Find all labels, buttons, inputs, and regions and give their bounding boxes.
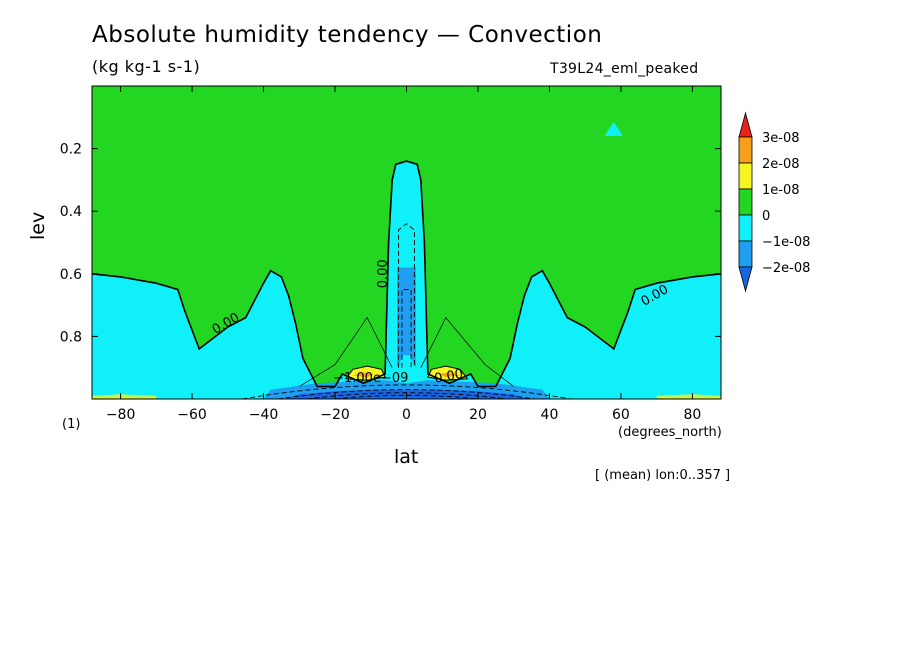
- colorbar-label: 1e-08: [762, 183, 800, 198]
- colorbar-label: −1e-08: [762, 235, 810, 250]
- dashed-contour-2: [401, 289, 412, 368]
- contour-label-2: 0.00: [376, 259, 391, 288]
- colorbar-label: −2e-08: [762, 261, 810, 276]
- contour-label-4: −1.00e−09: [333, 371, 408, 386]
- marker-triangle: [604, 121, 623, 136]
- y-tick-label: 0.8: [60, 329, 82, 345]
- minus-1e08-column: [397, 267, 416, 368]
- x-tick-label: −60: [177, 407, 207, 423]
- dashed-surface-contour-3: [306, 392, 507, 400]
- x-tick-label: 80: [683, 407, 701, 423]
- zero-contour-line: [91, 160, 722, 388]
- colorbar-tip-top: [738, 111, 753, 138]
- colorbar-label: 0: [762, 209, 770, 224]
- x-axis-label: lat: [394, 446, 419, 468]
- x-tick-label: −20: [320, 407, 350, 423]
- x-tick-label: 20: [469, 407, 487, 423]
- y-axis-unit: (1): [62, 417, 81, 432]
- positive-core-2: [438, 372, 461, 378]
- polar-sliver-south: [92, 394, 157, 399]
- y-tick-label: 0.4: [60, 204, 82, 220]
- chart-units: (kg kg-1 s-1): [92, 57, 201, 76]
- polar-sliver-north: [656, 394, 721, 399]
- positive-core-1: [352, 372, 375, 378]
- thin-contour-north: [420, 316, 514, 387]
- colorbar-tip-bottom: [738, 266, 753, 293]
- x-axis-unit: (degrees_north): [618, 425, 722, 440]
- x-tick-label: 60: [612, 407, 630, 423]
- colorbar-segment-2: [738, 162, 753, 190]
- dashed-surface-contour-2: [277, 389, 536, 400]
- colorbar-segment-5: [738, 240, 753, 268]
- mean-note: [ (mean) lon:0..357 ]: [595, 468, 731, 483]
- colorbar-segment-3: [738, 188, 753, 216]
- x-tick-label: 40: [541, 407, 559, 423]
- dashed-surface-contour-1: [242, 384, 571, 400]
- y-tick-label: 0.6: [60, 267, 82, 283]
- chart-title: Absolute humidity tendency — Convection: [92, 22, 603, 48]
- y-tick-label: 0.2: [60, 142, 82, 158]
- run-label: T39L24_eml_peaked: [550, 61, 699, 77]
- colorbar-label: 2e-08: [762, 157, 800, 172]
- x-tick-label: −80: [106, 407, 136, 423]
- colorbar-segment-1: [738, 136, 753, 164]
- dashed-contour-1: [398, 223, 415, 368]
- colorbar-segment-4: [738, 214, 753, 242]
- contour-label-5: 0.00: [433, 367, 464, 387]
- thin-contour-south: [299, 316, 393, 387]
- x-tick-label: −40: [249, 407, 279, 423]
- colorbar-label: 3e-08: [762, 131, 800, 146]
- x-tick-label: 0: [402, 407, 411, 423]
